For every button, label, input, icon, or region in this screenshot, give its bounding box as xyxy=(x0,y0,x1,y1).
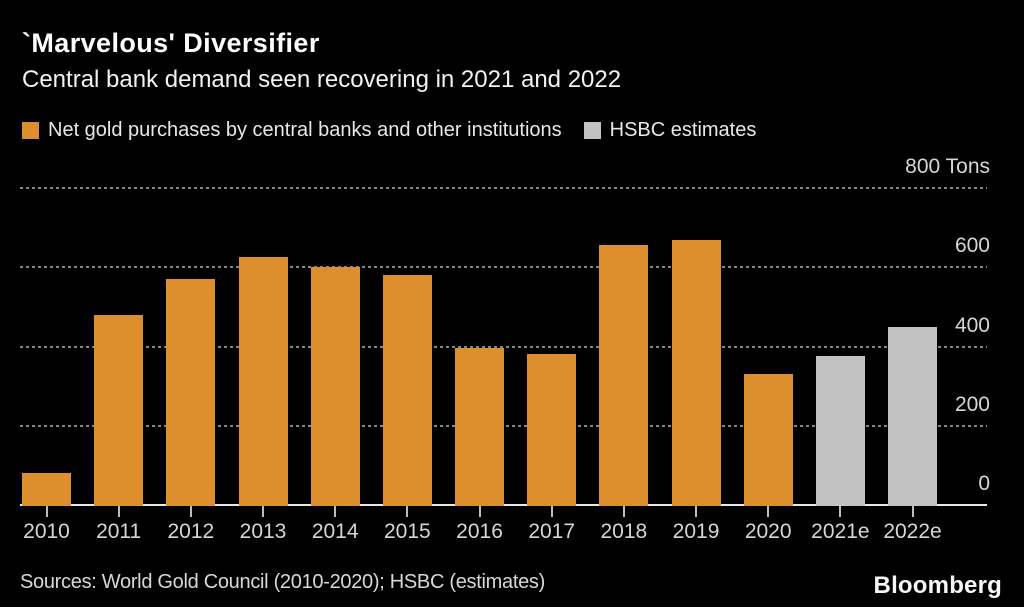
page-subtitle: Central bank demand seen recovering in 2… xyxy=(22,66,622,93)
legend-item-estimates: HSBC estimates xyxy=(583,119,757,142)
bar-2017 xyxy=(527,354,577,506)
x-tick-2011 xyxy=(117,506,120,517)
bar-2021e xyxy=(815,356,865,506)
bar-2022e xyxy=(888,326,938,506)
y-axis-label-0: 0 xyxy=(978,472,990,495)
legend-swatch-estimates-icon xyxy=(583,122,601,139)
gridline-800 xyxy=(20,187,987,189)
bar-2015 xyxy=(382,275,432,506)
bar-2020 xyxy=(743,374,793,506)
bloomberg-logo: Bloomberg xyxy=(873,572,1002,599)
x-axis-label-2022e: 2022e xyxy=(883,520,942,543)
x-tick-2019 xyxy=(695,506,698,517)
x-tick-2020 xyxy=(767,506,770,517)
bar-2012 xyxy=(166,279,216,506)
x-axis-label-2018: 2018 xyxy=(600,520,648,543)
x-tick-2014 xyxy=(334,506,337,517)
x-tick-2018 xyxy=(622,506,625,517)
y-axis-label-200: 200 xyxy=(954,392,990,416)
x-tick-2022e xyxy=(911,506,914,517)
bar-2010 xyxy=(22,473,71,506)
bar-2013 xyxy=(238,257,288,506)
bar-2011 xyxy=(94,314,144,506)
page-title: `Marvelous' Diversifier xyxy=(22,28,320,58)
x-axis-label-2016: 2016 xyxy=(456,520,503,543)
x-tick-2016 xyxy=(478,506,481,517)
gridline-400 xyxy=(20,345,987,348)
bar-2019 xyxy=(671,239,721,506)
y-axis-label-400: 400 xyxy=(954,313,990,337)
x-axis-label-2020: 2020 xyxy=(744,520,792,543)
legend: Net gold purchases by central banks and … xyxy=(22,119,756,142)
source-note: Sources: World Gold Council (2010-2020);… xyxy=(20,571,545,593)
x-axis-label-2014: 2014 xyxy=(311,520,359,543)
x-axis-label-2019: 2019 xyxy=(672,520,720,543)
bar-2016 xyxy=(455,348,505,506)
bar-2018 xyxy=(599,245,649,506)
x-tick-2021e xyxy=(839,506,842,517)
legend-label-estimates: HSBC estimates xyxy=(609,119,757,141)
x-axis-label-2011: 2011 xyxy=(96,520,142,543)
x-axis-label-2013: 2013 xyxy=(239,520,287,543)
x-axis-label-2021e: 2021e xyxy=(811,520,870,543)
x-tick-2017 xyxy=(550,506,553,517)
y-axis-label-600: 600 xyxy=(954,234,990,258)
x-tick-2010 xyxy=(45,506,48,517)
gridline-600 xyxy=(20,266,987,269)
y-axis-label-800: 800 Tons xyxy=(905,155,990,178)
x-axis-label-2012: 2012 xyxy=(167,520,215,543)
legend-label-purchases: Net gold purchases by central banks and … xyxy=(48,119,562,141)
legend-item-purchases: Net gold purchases by central banks and … xyxy=(22,119,562,142)
bar-2014 xyxy=(310,267,360,506)
x-tick-2012 xyxy=(189,506,192,517)
x-axis-label-2015: 2015 xyxy=(383,520,431,543)
x-axis-label-2010: 2010 xyxy=(23,520,70,543)
legend-swatch-purchases-icon xyxy=(22,122,39,139)
x-tick-2013 xyxy=(262,506,264,517)
x-tick-2015 xyxy=(406,506,409,517)
x-axis-label-2017: 2017 xyxy=(528,520,576,543)
